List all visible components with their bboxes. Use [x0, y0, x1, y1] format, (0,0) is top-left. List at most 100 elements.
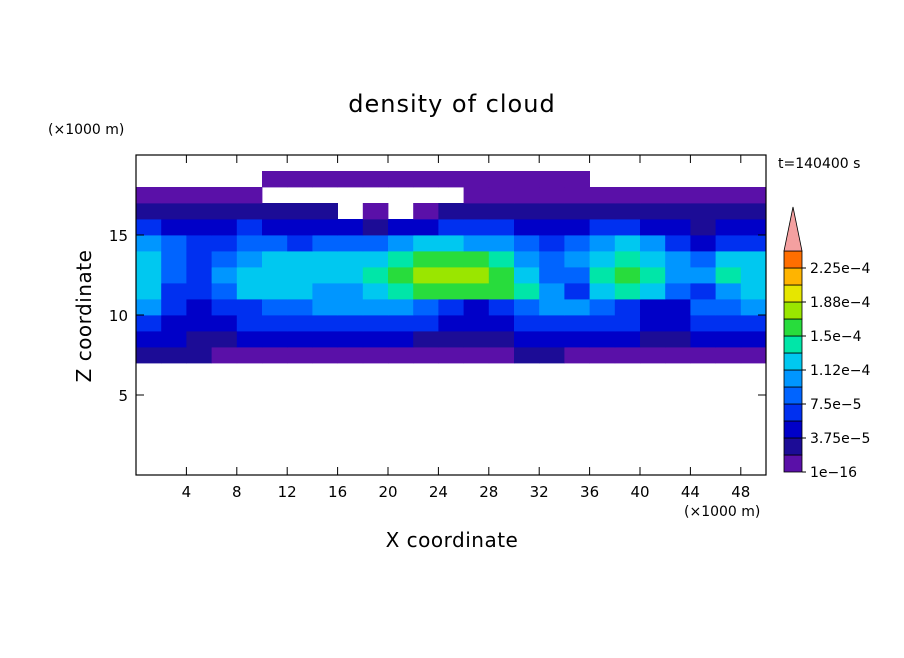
contour-cell	[438, 299, 464, 316]
contour-cell	[438, 203, 464, 220]
contour-cell	[665, 203, 691, 220]
contour-cell	[564, 187, 590, 204]
contour-cell	[413, 331, 439, 348]
contour-cell	[287, 251, 313, 268]
colorbar-tick-label: 1e−16	[810, 465, 857, 481]
contour-cell	[690, 267, 716, 284]
x-tick-label: 24	[429, 483, 448, 501]
colorbar-extend	[783, 206, 803, 252]
contour-cell	[262, 267, 288, 284]
contour-cell	[640, 251, 666, 268]
contour-cell	[514, 267, 540, 284]
contour-cell	[438, 251, 464, 268]
annotation: t=140400 s	[778, 156, 860, 172]
contour-cell	[665, 299, 691, 316]
contour-cell	[463, 203, 490, 220]
contour-cell	[740, 267, 767, 284]
contour-cell	[690, 299, 716, 316]
contour-cell	[413, 347, 439, 364]
contour-cell	[362, 347, 389, 364]
contour-cell	[287, 267, 313, 284]
contour-cell	[236, 187, 263, 204]
y-axis-label: Z coordinate	[72, 250, 96, 383]
contour-cell	[488, 203, 515, 220]
contour-cell	[262, 331, 288, 348]
contour-cell	[715, 283, 742, 300]
contour-cell	[438, 267, 464, 284]
contour-cell	[463, 219, 490, 236]
contour-cell	[161, 315, 187, 332]
contour-cell	[614, 299, 641, 316]
contour-cell	[564, 283, 590, 300]
contour-cell	[413, 203, 439, 220]
contour-cell	[715, 219, 742, 236]
contour-cell	[690, 347, 716, 364]
contour-cell	[665, 283, 691, 300]
contour-cell	[262, 171, 288, 188]
contour-cell	[463, 331, 490, 348]
contour-cell	[665, 267, 691, 284]
contour-cell	[211, 267, 238, 284]
chart-title: density of cloud	[348, 90, 555, 118]
contour-cell	[262, 315, 288, 332]
contour-cell	[438, 219, 464, 236]
contour-cell	[665, 347, 691, 364]
contour-cell	[488, 187, 515, 204]
contour-cell	[287, 315, 313, 332]
contour-cell	[564, 315, 590, 332]
contour-cell	[614, 331, 641, 348]
contour-cell	[236, 267, 263, 284]
contour-cell	[514, 203, 540, 220]
contour-cell	[715, 347, 742, 364]
colorbar-tick-label: 1.5e−4	[810, 329, 862, 345]
contour-cell	[362, 203, 389, 220]
contour-cell	[287, 347, 313, 364]
contour-cell	[463, 299, 490, 316]
contour-cell	[715, 203, 742, 220]
contour-cell	[236, 315, 263, 332]
contour-cell	[715, 331, 742, 348]
contour-cell	[488, 219, 515, 236]
colorbar-band	[783, 301, 803, 320]
contour-cell	[337, 331, 364, 348]
contour-cell	[337, 315, 364, 332]
contour-cell	[614, 283, 641, 300]
contour-cell	[640, 315, 666, 332]
contour-cell	[413, 235, 439, 252]
contour-cell	[211, 347, 238, 364]
contour-cell	[312, 267, 338, 284]
contour-cell	[388, 267, 414, 284]
contour-cell	[564, 299, 590, 316]
contour-cell	[312, 347, 338, 364]
contour-cell	[640, 283, 666, 300]
contour-cell	[665, 315, 691, 332]
contour-cell	[413, 315, 439, 332]
contour-cell	[337, 171, 364, 188]
colorbar-band	[783, 352, 803, 371]
contour-cell	[438, 315, 464, 332]
contour-cell	[388, 219, 414, 236]
contour-cell	[589, 315, 616, 332]
contour-cell	[287, 331, 313, 348]
contour-cell	[136, 299, 162, 316]
contour-cell	[740, 251, 767, 268]
contour-cell	[539, 283, 565, 300]
contour-cell	[740, 347, 767, 364]
contour-cell	[186, 315, 212, 332]
contour-cell	[186, 347, 212, 364]
contour-cell	[388, 251, 414, 268]
y-unit: (×1000 m)	[48, 122, 124, 138]
contour-cell	[337, 251, 364, 268]
contour-cell	[161, 235, 187, 252]
contour-cell	[211, 299, 238, 316]
contour-cell	[463, 187, 490, 204]
contour-cell	[514, 187, 540, 204]
contour-cell	[136, 203, 162, 220]
contour-cell	[564, 203, 590, 220]
contour-cell	[337, 267, 364, 284]
contour-cell	[539, 331, 565, 348]
contour-cell	[539, 219, 565, 236]
contour-cell	[388, 347, 414, 364]
contour-cell	[514, 235, 540, 252]
